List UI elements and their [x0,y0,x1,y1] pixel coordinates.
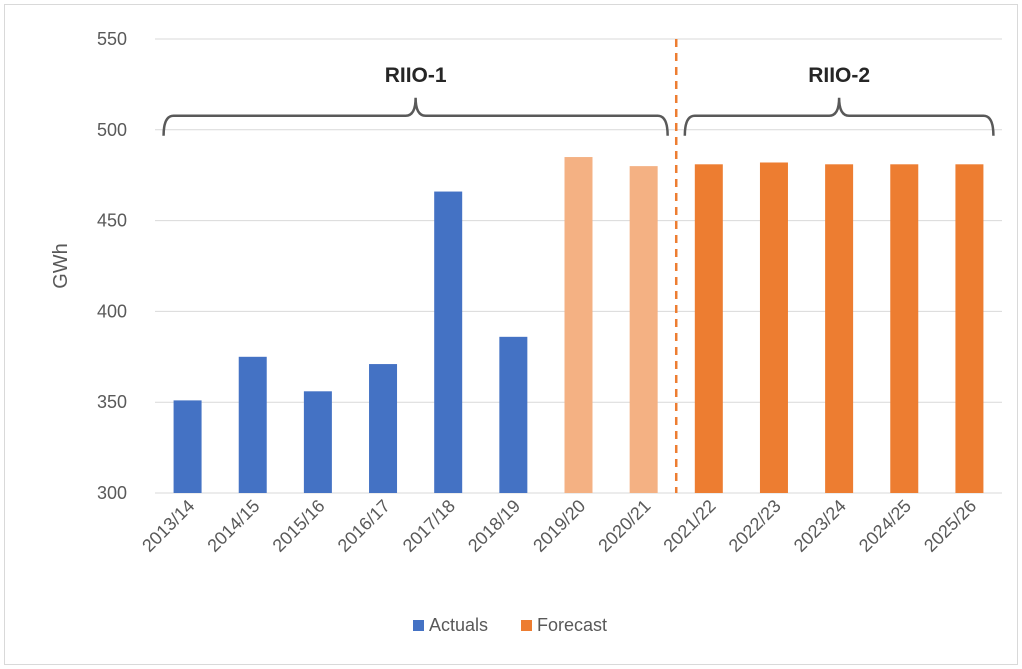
x-tick-label: 2016/17 [334,496,394,556]
period-braces: RIIO-1 RIIO-2 [162,64,995,136]
legend-label: Actuals [429,615,488,635]
bar [564,157,593,494]
y-tick-label: 450 [97,211,127,231]
y-tick-label: 350 [97,392,127,412]
bar [694,164,723,493]
bar [499,336,528,493]
x-tick-label: 2024/25 [855,496,915,556]
x-tick-label: 2021/22 [659,496,719,556]
bar [369,364,398,493]
bar [303,391,332,493]
period-label: RIIO-2 [808,64,870,87]
bar [173,400,202,493]
period-brace [683,97,995,136]
legend-swatch [521,620,532,631]
legend: Actuals Forecast [413,615,607,635]
bar [890,164,919,493]
x-tick-label: 2013/14 [138,496,198,556]
bar [759,162,788,493]
x-tick-label: 2014/15 [203,496,263,556]
bar [955,164,984,493]
bars [173,157,984,494]
y-tick-label: 550 [97,29,127,49]
x-tick-label: 2017/18 [399,496,459,556]
y-axis-ticks: 300 350 400 450 500 550 [97,29,127,503]
bar [629,166,658,493]
x-tick-label: 2018/19 [464,496,524,556]
x-tick-label: 2023/24 [790,496,850,556]
x-axis-ticks: 2013/14 2014/15 2015/16 2016/17 2017/18 2018/… [138,496,980,556]
x-tick-label: 2025/26 [920,496,980,556]
chart-frame: 300 350 400 450 500 550 GWh 2013/14 2014/15 201… [4,4,1018,665]
bar [825,164,854,493]
legend-label: Forecast [537,615,607,635]
x-tick-label: 2020/21 [594,496,654,556]
y-tick-label: 300 [97,483,127,503]
period-brace [162,97,669,136]
x-tick-label: 2015/16 [269,496,329,556]
y-tick-label: 500 [97,120,127,140]
y-axis-title: GWh [50,243,72,289]
period-label: RIIO-1 [385,64,447,87]
x-tick-label: 2019/20 [529,496,589,556]
legend-swatch [413,620,424,631]
bar [238,356,267,493]
y-tick-label: 400 [97,301,127,321]
bar [434,191,463,493]
x-tick-label: 2022/23 [725,496,785,556]
